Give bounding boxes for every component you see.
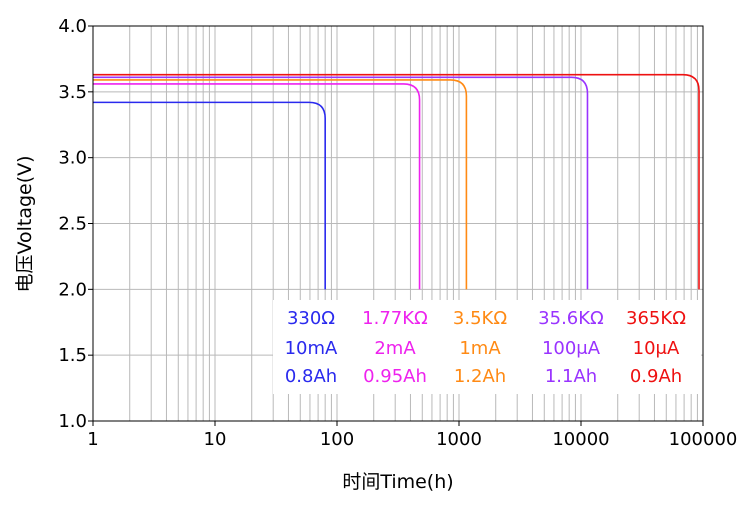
axis-ticks: 1.0 1.5 2.0 2.5 3.0 3.5 4.0 1 10 100 1000 10000 1000… [58, 16, 737, 450]
series-annotation: 1mA [459, 338, 501, 359]
series-line [93, 101, 326, 290]
y-axis-label: 电压Voltage(V) [14, 155, 36, 292]
series-line [93, 76, 589, 290]
x-tick-label: 1000 [436, 429, 482, 450]
series-annotation: 0.95Ah [363, 366, 427, 387]
x-tick-label: 10 [204, 429, 227, 450]
annotation-box [273, 300, 701, 394]
y-tick-label: 3.5 [58, 82, 87, 103]
series-line [93, 73, 700, 290]
series-annotation: 1.2Ah [454, 366, 506, 387]
series-line [93, 79, 468, 290]
series-annotations: 330Ω 10mA 0.8Ah 1.77KΩ 2mA 0.95Ah 3.5KΩ 1mA 1.2A… [285, 308, 687, 387]
x-tick-label: 100000 [669, 429, 738, 450]
series-annotation: 0.9Ah [630, 366, 682, 387]
series-line [93, 83, 421, 290]
series-annotation: 100μA [542, 338, 601, 359]
series-annotation: 10μA [633, 338, 680, 359]
x-tick-label: 100 [320, 429, 354, 450]
y-tick-label: 2.0 [58, 279, 87, 300]
x-tick-label: 1 [87, 429, 98, 450]
y-tick-label: 3.0 [58, 148, 87, 169]
series-annotation: 35.6KΩ [538, 308, 604, 329]
series-annotation: 1.77KΩ [362, 308, 428, 329]
x-tick-label: 10000 [552, 429, 609, 450]
y-tick-label: 1.0 [58, 411, 87, 432]
series-annotation: 10mA [285, 338, 338, 359]
series-annotation: 2mA [374, 338, 416, 359]
y-tick-label: 1.5 [58, 345, 87, 366]
y-tick-label: 4.0 [58, 16, 87, 37]
series-annotation: 365KΩ [626, 308, 686, 329]
series-annotation: 1.1Ah [545, 366, 597, 387]
series-annotation: 3.5KΩ [453, 308, 507, 329]
series-annotation: 0.8Ah [285, 366, 337, 387]
series-lines [93, 73, 700, 290]
x-axis-label: 时间Time(h) [342, 471, 453, 493]
y-tick-label: 2.5 [58, 214, 87, 235]
series-annotation: 330Ω [287, 308, 335, 329]
